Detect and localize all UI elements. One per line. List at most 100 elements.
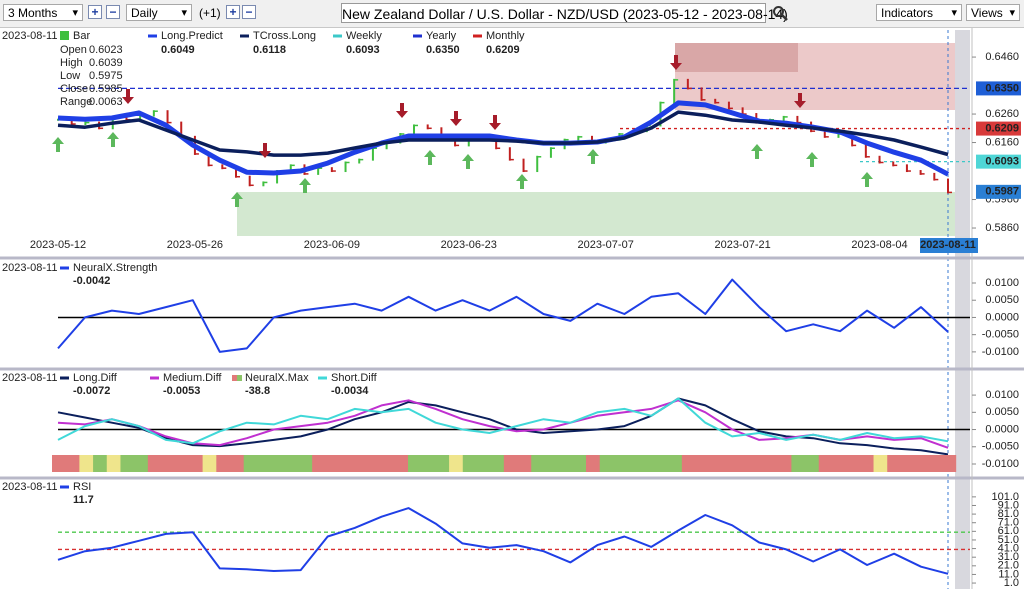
signal-strip-cell: [79, 455, 94, 472]
price-bar: [70, 118, 73, 126]
signal-strip-cell: [65, 455, 80, 472]
price-bar: [207, 152, 210, 167]
price-bar: [276, 170, 279, 184]
ohlc-value: 0.6039: [89, 57, 123, 69]
y-tick-label: 0.5860: [985, 222, 1019, 234]
y-tick-label: 101.0: [991, 491, 1019, 503]
y-tick-label: 0.0100: [985, 389, 1019, 401]
signal-strip-cell: [339, 455, 354, 472]
signal-strip-cell: [284, 455, 299, 472]
panel-date: 2023-08-11: [2, 262, 57, 274]
bar-icon: [60, 31, 69, 40]
buy-signal: [751, 144, 763, 159]
price-bar: [933, 172, 936, 181]
price-bar: [851, 132, 854, 147]
signal-strip-cell: [681, 455, 697, 472]
signal-strip-cell: [476, 455, 491, 472]
sell-signal: [396, 103, 408, 118]
symbol-title[interactable]: New Zealand Dollar / U.S. Dollar - NZD/U…: [341, 3, 788, 23]
price-bar: [522, 158, 525, 173]
zoom-out[interactable]: −: [106, 5, 120, 19]
signal-strip-cell: [722, 455, 738, 472]
price-bar: [686, 78, 689, 90]
price-bar: [905, 164, 908, 173]
signal-strip-cell: [230, 455, 245, 472]
price-bar: [495, 138, 498, 150]
price-bar: [782, 115, 785, 121]
price-bar: [166, 110, 169, 124]
signal-strip-cell: [147, 455, 163, 472]
sell-signal: [670, 55, 682, 70]
signal-strip-cell: [503, 455, 519, 472]
y-tick-label: 21.0: [998, 560, 1019, 572]
price-bar: [371, 147, 374, 161]
offset-plus[interactable]: +: [226, 5, 240, 19]
legend-value: 0.6350: [426, 44, 460, 56]
signal-strip-cell: [120, 455, 135, 472]
price-bar: [180, 121, 183, 138]
buy-signal: [299, 178, 311, 193]
buy-signal: [231, 192, 243, 207]
panel-date: 2023-08-11: [2, 372, 57, 384]
signal-strip-cell: [216, 455, 231, 472]
range-select[interactable]: 3 Months: [3, 4, 83, 22]
offset-minus[interactable]: −: [242, 5, 256, 19]
x-tick-label: 2023-07-21: [714, 239, 770, 251]
signal-strip-cell: [421, 455, 436, 472]
price-bar: [508, 147, 511, 161]
signal-strip-cell: [613, 455, 628, 472]
x-tick-label: 2023-07-07: [578, 239, 634, 251]
price-bar: [700, 87, 703, 101]
ohlc-label: High: [60, 57, 83, 69]
ohlc-value: 0.5985: [89, 83, 123, 95]
price-tag-label: 0.6093: [985, 156, 1019, 168]
y-tick-label: 71.0: [998, 517, 1019, 529]
series-line: [57, 397, 949, 456]
price-tag: [976, 154, 1021, 169]
series-line: [57, 278, 949, 353]
legend-label: NeuralX.Strength: [73, 262, 157, 274]
price-bar: [714, 98, 717, 104]
price-bar: [385, 141, 388, 150]
buy-signal: [587, 149, 599, 164]
y-tick-label: 61.0: [998, 525, 1019, 537]
signal-strip-cell: [298, 455, 313, 472]
ohlc-label: Close: [60, 83, 88, 95]
signal-strip-cell: [736, 455, 751, 472]
interval-select[interactable]: Daily: [126, 4, 192, 22]
ohlc-value: 0.0063: [89, 96, 123, 108]
y-tick-label: 11.0: [998, 568, 1019, 580]
support-zone: [237, 192, 970, 236]
legend-label: Long.Diff: [73, 372, 118, 384]
x-tick-label: 2023-06-23: [441, 239, 497, 251]
signal-strip-cell: [188, 455, 204, 472]
legend-swatch: [232, 375, 237, 381]
y-tick-label: -0.0050: [982, 329, 1019, 341]
signal-strip-cell: [928, 455, 943, 472]
views-menu[interactable]: Views: [966, 4, 1020, 22]
search-icon[interactable]: [772, 5, 788, 21]
price-bar: [549, 147, 552, 158]
y-tick-label: 0.6160: [985, 136, 1019, 148]
signal-strip-cell: [435, 455, 450, 472]
signal-strip-cell: [408, 455, 423, 472]
legend-label: NeuralX.Max: [245, 372, 309, 384]
price-tag: [976, 81, 1021, 96]
y-tick-label: 81.0: [998, 508, 1019, 520]
signal-strip-cell: [599, 455, 614, 472]
price-tag-label: 0.6209: [985, 122, 1019, 134]
price-bar: [727, 101, 730, 110]
series-line: [57, 397, 949, 445]
zoom-in[interactable]: +: [88, 5, 102, 19]
signal-strip-cell: [161, 455, 176, 472]
signal-strip-cell: [764, 455, 779, 472]
sell-signal: [122, 89, 134, 104]
signal-strip-cell: [654, 455, 669, 472]
price-bar: [139, 114, 142, 121]
signal-strip-cell: [134, 455, 149, 472]
ohlc-value: 0.6023: [89, 44, 123, 56]
indicators-menu[interactable]: Indicators: [876, 4, 962, 22]
price-bar: [741, 107, 744, 116]
